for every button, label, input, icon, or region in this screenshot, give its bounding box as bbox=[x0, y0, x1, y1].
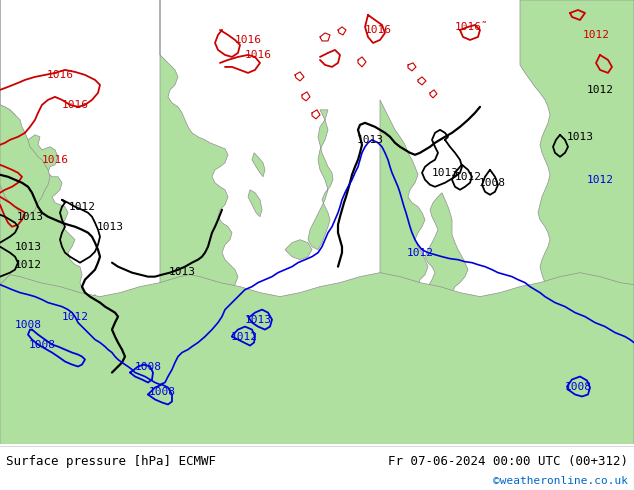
Polygon shape bbox=[308, 110, 333, 250]
Text: 1012: 1012 bbox=[406, 247, 434, 258]
Text: 1012: 1012 bbox=[455, 172, 481, 182]
Text: 1012: 1012 bbox=[68, 202, 96, 212]
Polygon shape bbox=[252, 153, 265, 177]
Text: 1013: 1013 bbox=[432, 168, 458, 178]
Text: 1008: 1008 bbox=[29, 340, 56, 349]
Text: 1008: 1008 bbox=[148, 388, 176, 397]
Text: 1012: 1012 bbox=[61, 312, 89, 321]
Text: 1013: 1013 bbox=[356, 135, 384, 145]
Text: 1008: 1008 bbox=[479, 178, 505, 188]
Polygon shape bbox=[0, 0, 380, 444]
Text: 1013: 1013 bbox=[15, 242, 41, 252]
Text: 1008: 1008 bbox=[564, 382, 592, 392]
Polygon shape bbox=[380, 100, 472, 444]
Text: 1012: 1012 bbox=[586, 85, 614, 95]
Text: 1013: 1013 bbox=[96, 221, 124, 232]
Text: ©weatheronline.co.uk: ©weatheronline.co.uk bbox=[493, 476, 628, 487]
Text: 1012: 1012 bbox=[583, 30, 609, 40]
Text: 1016: 1016 bbox=[61, 100, 89, 110]
Text: Fr 07-06-2024 00:00 UTC (00+312): Fr 07-06-2024 00:00 UTC (00+312) bbox=[387, 455, 628, 468]
Polygon shape bbox=[160, 0, 520, 444]
Text: 1012: 1012 bbox=[231, 332, 257, 342]
Text: Surface pressure [hPa] ECMWF: Surface pressure [hPa] ECMWF bbox=[6, 455, 216, 468]
Text: 1013: 1013 bbox=[16, 212, 44, 221]
Text: 1013: 1013 bbox=[245, 315, 271, 324]
Text: 1013: 1013 bbox=[567, 132, 593, 142]
Text: 1008: 1008 bbox=[15, 319, 41, 330]
Text: 1008: 1008 bbox=[134, 362, 162, 371]
Polygon shape bbox=[285, 240, 312, 260]
Text: 1012: 1012 bbox=[586, 175, 614, 185]
Polygon shape bbox=[0, 105, 50, 217]
Text: 1016: 1016 bbox=[46, 70, 74, 80]
Text: 1012: 1012 bbox=[15, 260, 41, 270]
Text: 1016: 1016 bbox=[41, 155, 68, 165]
Polygon shape bbox=[248, 190, 262, 217]
Text: 1013: 1013 bbox=[169, 267, 195, 277]
Text: 1016̃: 1016̃ bbox=[455, 22, 489, 32]
Text: 1016: 1016 bbox=[365, 25, 392, 35]
Polygon shape bbox=[520, 0, 634, 444]
Text: 1016: 1016 bbox=[235, 35, 261, 45]
Text: 1016: 1016 bbox=[245, 50, 271, 60]
Polygon shape bbox=[0, 272, 634, 444]
Polygon shape bbox=[420, 193, 468, 399]
